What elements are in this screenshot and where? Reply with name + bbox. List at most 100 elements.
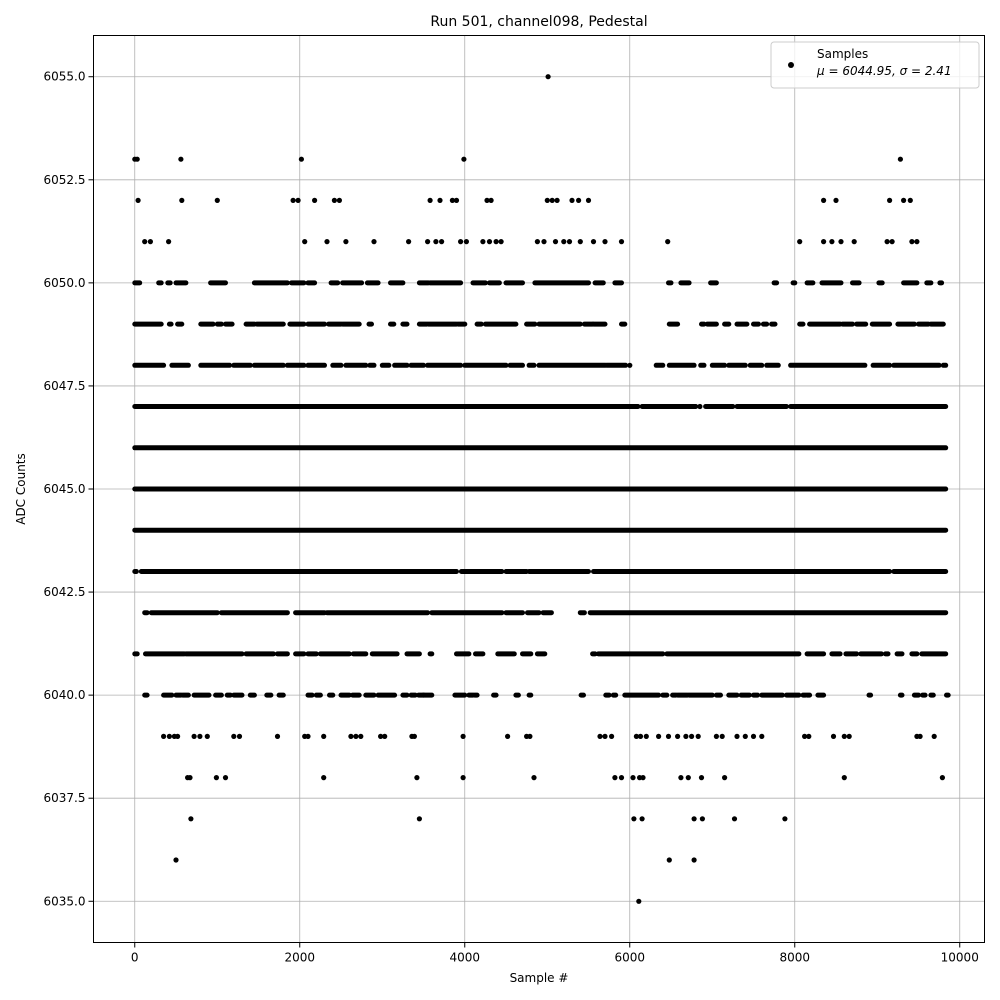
y-tick-label: 6045.0 [44,482,86,496]
data-point [597,733,603,740]
data-point [569,197,575,203]
data-point [665,239,671,245]
data-point [683,733,689,740]
data-point [460,733,466,740]
x-tick-label: 6000 [614,951,645,965]
legend-label: Samples [817,47,868,61]
data-point [907,197,913,203]
data-point [348,733,354,740]
data-point [312,197,318,203]
data-point [274,733,281,740]
data-point [734,733,740,740]
data-point [685,775,691,781]
data-point [585,197,592,203]
data-point [382,733,388,740]
data-point [759,733,765,740]
data-point [406,239,412,245]
data-point [841,733,847,740]
data-point [187,775,193,781]
data-point [577,239,583,245]
data-point [722,775,728,781]
data-point [897,156,904,162]
data-point [719,733,725,740]
data-point [222,775,229,781]
data-point [675,733,681,740]
data-point [612,775,618,781]
data-point [618,239,625,245]
data-point [439,239,445,245]
data-point [427,197,433,203]
x-tick-label: 2000 [284,951,315,965]
data-point [353,733,359,740]
y-tick-label: 6037.5 [44,791,86,805]
legend-marker [788,62,794,68]
x-tick-label: 0 [131,951,139,965]
x-axis-label: Sample # [510,971,569,985]
data-point [576,197,582,203]
data-point [498,239,504,245]
data-point [833,197,839,203]
data-point [437,197,443,203]
data-point [411,733,417,740]
data-point [135,197,141,203]
data-point [486,239,493,245]
data-points [132,74,951,904]
data-point [453,197,460,203]
data-point [699,816,706,822]
data-point [321,733,327,740]
data-point [806,733,812,740]
legend-box [770,41,980,89]
data-point [324,239,330,245]
data-point [179,197,185,203]
data-point [802,733,808,740]
data-point [750,733,757,740]
y-tick-label: 6040.0 [44,688,86,702]
y-tick-label: 6047.5 [44,379,86,393]
data-point [178,156,184,162]
data-point [493,239,499,245]
data-point [544,197,550,203]
data-point [425,239,431,245]
data-point [917,733,923,740]
data-point [697,403,703,410]
y-tick-label: 6042.5 [44,585,86,599]
data-point [336,197,342,203]
data-point [305,733,311,740]
data-point [901,197,907,203]
data-point [590,239,597,245]
data-point [458,239,464,245]
data-point [173,857,179,863]
data-point [656,733,662,740]
data-point [298,156,304,162]
data-point [609,733,615,740]
data-point [134,156,140,162]
data-point [665,733,672,740]
data-point [541,239,547,245]
data-point [414,775,420,781]
data-point [552,239,559,245]
data-point [331,197,337,203]
data-point [689,733,695,740]
data-point [643,733,649,740]
data-point [909,239,915,245]
data-point [640,775,646,781]
data-point [742,733,748,740]
data-point [846,733,852,740]
data-point [433,239,439,245]
y-axis-label: ADC Counts [14,453,28,525]
data-point [821,197,827,203]
x-axis: 0 2000 4000 6000 8000 10000 [131,942,979,965]
data-point [889,239,895,245]
x-tick-label: 4000 [449,951,480,965]
data-point [554,197,560,203]
data-point [637,733,644,740]
data-point [797,239,803,245]
chart-title: Run 501, channel098, Pedestal [430,14,647,30]
data-point [691,816,697,822]
data-point [630,775,636,781]
data-point [829,239,835,245]
data-point [695,733,701,740]
data-point [534,239,541,245]
data-point [830,733,837,740]
